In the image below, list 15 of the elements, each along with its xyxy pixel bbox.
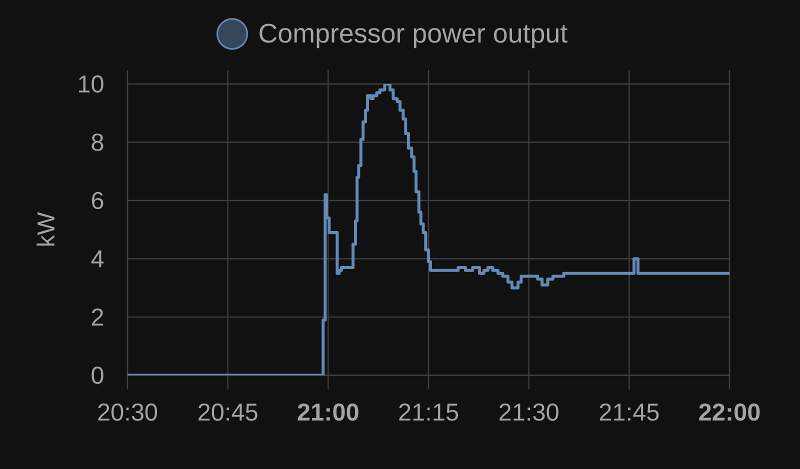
x-tick-label: 20:45 [198,404,258,421]
y-tick-label: 8 [92,134,104,151]
y-tick-label: 2 [92,308,104,326]
y-tick-label: 10 [79,75,104,93]
y-axis-title: kW [36,212,54,246]
x-tick-label: 21:15 [399,404,458,421]
x-tick-label: 21:00 [298,404,358,421]
legend-label: Compressor power output [260,24,568,48]
y-tick-label: 0 [92,366,104,384]
x-tick-label: 21:45 [600,404,659,421]
y-tick-label: 6 [92,192,104,210]
x-tick-label: 22:00 [699,404,760,421]
x-tick-label: 20:30 [98,404,158,421]
x-tick-label: 21:30 [500,404,558,421]
y-tick-label: 4 [91,250,104,268]
